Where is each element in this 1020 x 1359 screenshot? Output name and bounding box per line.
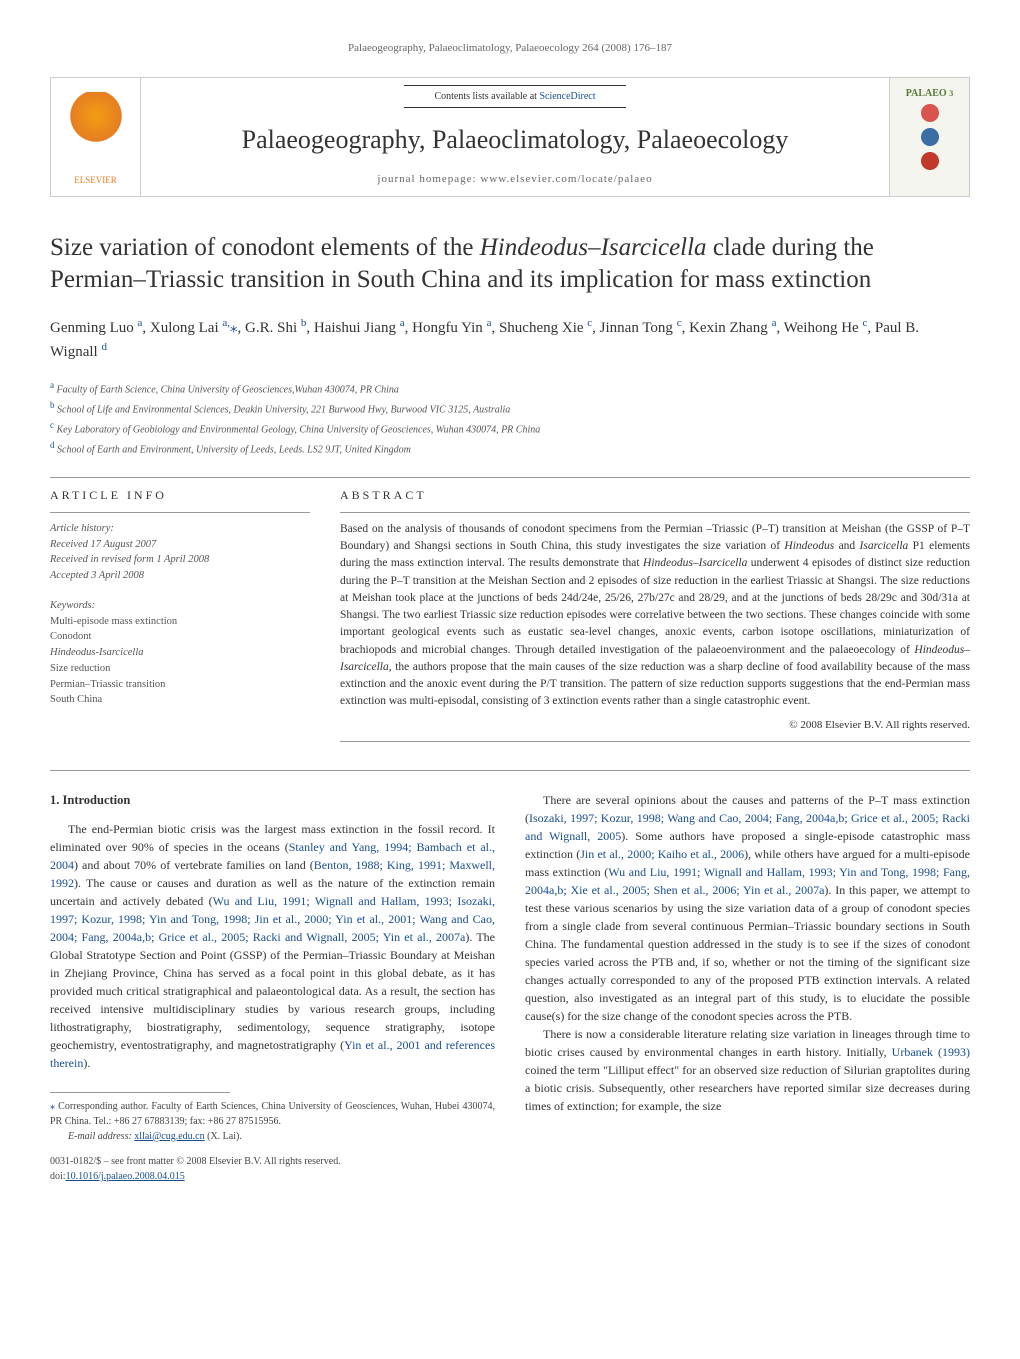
email-label: E-mail address: (68, 1131, 134, 1142)
elsevier-tree-icon (66, 92, 126, 172)
divider (340, 512, 970, 513)
article-info-heading: ARTICLE INFO (50, 486, 310, 504)
journal-cover-thumb: PALAEO 3 (889, 78, 969, 196)
intro-heading: 1. Introduction (50, 791, 495, 810)
globe-icon-2 (921, 128, 939, 146)
corresponding-author-note: ⁎ Corresponding author. Faculty of Earth… (50, 1099, 495, 1129)
cover-label-text: PALAEO (906, 88, 947, 99)
article-history: Article history: Received 17 August 2007… (50, 521, 310, 584)
abstract-text: Based on the analysis of thousands of co… (340, 521, 970, 711)
cover-label: PALAEO 3 (906, 86, 953, 101)
doi-block: 0031-0182/$ – see front matter © 2008 El… (50, 1154, 495, 1184)
banner-center: Contents lists available at ScienceDirec… (141, 78, 889, 196)
abstract-copyright: © 2008 Elsevier B.V. All rights reserved… (340, 717, 970, 734)
body-columns: 1. Introduction The end-Permian biotic c… (50, 791, 970, 1184)
author-list: Genming Luo a, Xulong Lai a,⁎, G.R. Shi … (50, 315, 970, 364)
article-info-column: ARTICLE INFO Article history: Received 1… (50, 486, 310, 750)
globe-icon-3 (921, 152, 939, 170)
title-italic: Hindeodus–Isarcicella (480, 234, 707, 261)
divider (340, 741, 970, 742)
elsevier-label: ELSEVIER (66, 174, 126, 188)
email-line: E-mail address: xllai@cug.edu.cn (X. Lai… (50, 1129, 495, 1144)
keywords-label: Keywords: (50, 598, 310, 614)
front-matter: 0031-0182/$ – see front matter © 2008 El… (50, 1154, 495, 1169)
email-link[interactable]: xllai@cug.edu.cn (134, 1131, 204, 1142)
sciencedirect-link[interactable]: ScienceDirect (539, 91, 595, 102)
keywords-block: Keywords: Multi-episode mass extinctionC… (50, 598, 310, 708)
received-date: Received 17 August 2007 (50, 539, 156, 550)
doi-label: doi: (50, 1171, 66, 1182)
body-column-right: There are several opinions about the cau… (525, 791, 970, 1184)
footnote-divider (50, 1092, 230, 1093)
contents-prefix: Contents lists available at (434, 91, 539, 102)
title-pre: Size variation of conodont elements of t… (50, 234, 480, 261)
article-title: Size variation of conodont elements of t… (50, 232, 970, 297)
abstract-heading: ABSTRACT (340, 486, 970, 504)
footnotes: ⁎ Corresponding author. Faculty of Earth… (50, 1099, 495, 1144)
journal-name: Palaeogeography, Palaeoclimatology, Pala… (242, 120, 789, 159)
accepted-date: Accepted 3 April 2008 (50, 570, 144, 581)
revised-date: Received in revised form 1 April 2008 (50, 554, 209, 565)
journal-banner: ELSEVIER Contents lists available at Sci… (50, 77, 970, 197)
corr-text: Corresponding author. Faculty of Earth S… (50, 1101, 495, 1127)
contents-available: Contents lists available at ScienceDirec… (404, 85, 625, 108)
info-abstract-row: ARTICLE INFO Article history: Received 1… (50, 486, 970, 750)
doi-line: doi:10.1016/j.palaeo.2008.04.015 (50, 1169, 495, 1184)
intro-paragraph-2: There are several opinions about the cau… (525, 791, 970, 1025)
star-icon: ⁎ (50, 1101, 55, 1112)
affiliations: a Faculty of Earth Science, China Univer… (50, 378, 970, 459)
intro-paragraph-1: The end-Permian biotic crisis was the la… (50, 820, 495, 1072)
email-suffix: (X. Lai). (205, 1131, 242, 1142)
journal-homepage: journal homepage: www.elsevier.com/locat… (377, 171, 652, 188)
body-column-left: 1. Introduction The end-Permian biotic c… (50, 791, 495, 1184)
abstract-column: ABSTRACT Based on the analysis of thousa… (340, 486, 970, 750)
doi-link[interactable]: 10.1016/j.palaeo.2008.04.015 (66, 1171, 185, 1182)
globe-icon-1 (921, 104, 939, 122)
history-label: Article history: (50, 523, 114, 534)
running-header: Palaeogeography, Palaeoclimatology, Pala… (50, 40, 970, 57)
cover-num: 3 (949, 89, 953, 98)
divider (50, 477, 970, 478)
intro-paragraph-3: There is now a considerable literature r… (525, 1025, 970, 1115)
elsevier-logo: ELSEVIER (51, 78, 141, 196)
divider (50, 770, 970, 771)
keywords-list: Multi-episode mass extinctionConodontHin… (50, 614, 310, 709)
divider (50, 512, 310, 513)
